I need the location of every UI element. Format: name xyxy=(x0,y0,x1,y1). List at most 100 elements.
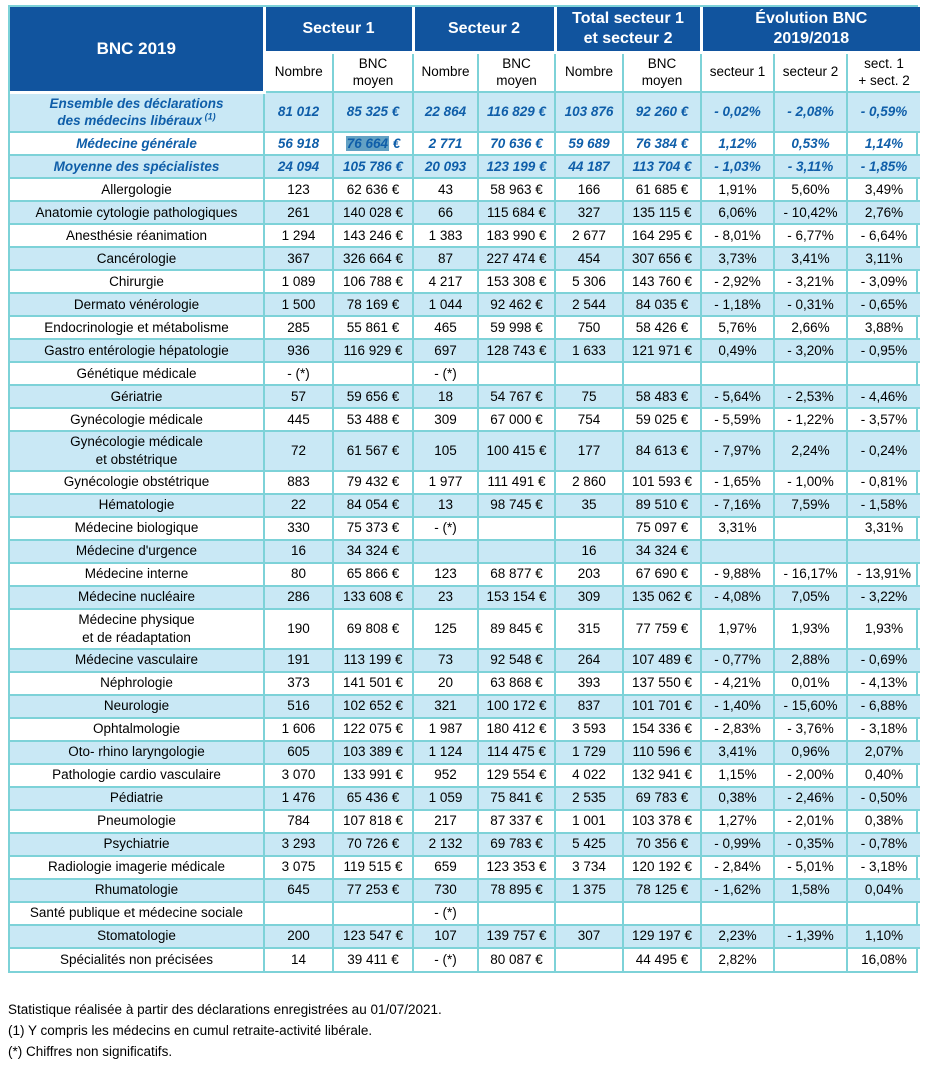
cell: 58 483 € xyxy=(622,384,703,410)
row-label: Gynécologie médicale et obstétrique xyxy=(10,430,265,472)
cell: - 6,88% xyxy=(846,693,921,719)
cell xyxy=(263,900,334,926)
cell xyxy=(554,946,625,971)
cell: 140 028 € xyxy=(331,200,415,226)
cell: 44 187 xyxy=(554,154,625,180)
column-header-total-nombre: Nombre xyxy=(554,50,625,94)
cell: 261 xyxy=(263,200,334,226)
cell: 92 462 € xyxy=(477,292,557,318)
cell xyxy=(846,900,921,926)
cell: 14 xyxy=(263,946,334,971)
column-header-evolution-secteur-2: secteur 2 xyxy=(773,50,849,94)
cell: - 10,42% xyxy=(773,200,849,226)
cell: 110 596 € xyxy=(622,739,703,765)
cell xyxy=(477,361,557,387)
cell: 141 501 € xyxy=(331,670,415,696)
cell: 119 515 € xyxy=(331,854,415,880)
cell: 7,05% xyxy=(773,584,849,610)
cell: 67 690 € xyxy=(622,561,703,587)
cell: 326 664 € xyxy=(331,246,415,272)
cell: 65 866 € xyxy=(331,561,415,587)
cell: 952 xyxy=(412,762,480,788)
cell: 76 664 € xyxy=(331,131,415,157)
cell: 730 xyxy=(412,877,480,903)
cell: 100 172 € xyxy=(477,693,557,719)
cell: 66 xyxy=(412,200,480,226)
column-header-evolution-secteur-1: secteur 1 xyxy=(700,50,776,94)
cell: 1 606 xyxy=(263,716,334,742)
cell: - 3,18% xyxy=(846,716,921,742)
table-row: Allergologie 123 62 636 €43 58 963 €166 61 6… xyxy=(10,177,921,203)
cell: - 3,76% xyxy=(773,716,849,742)
row-label: Chirurgie xyxy=(10,269,265,295)
cell: 1 500 xyxy=(263,292,334,318)
cell: - 7,97% xyxy=(700,430,776,472)
cell: - 4,21% xyxy=(700,670,776,696)
cell: - 1,58% xyxy=(846,492,921,518)
table-row: Psychiatrie 3 293 70 726 €2 132 69 783 €5 4… xyxy=(10,831,921,857)
table-row: Hématologie 22 84 054 €13 98 745 €35 89 510 … xyxy=(10,492,921,518)
cell: - 6,77% xyxy=(773,223,849,249)
cell: 1 059 xyxy=(412,785,480,811)
cell: 75 841 € xyxy=(477,785,557,811)
cell: - 0,02% xyxy=(700,91,776,134)
cell: 122 075 € xyxy=(331,716,415,742)
cell: 80 087 € xyxy=(477,946,557,971)
cell: 837 xyxy=(554,693,625,719)
cell: 111 491 € xyxy=(477,469,557,495)
table-row: Gériatrie 57 59 656 €18 54 767 €75 58 483 € -… xyxy=(10,384,921,410)
cell: - 15,60% xyxy=(773,693,849,719)
table-row: Cancérologie 367 326 664 €87 227 474 €454 30… xyxy=(10,246,921,272)
cell: 697 xyxy=(412,338,480,364)
cell: 1 001 xyxy=(554,808,625,834)
cell: - 2,83% xyxy=(700,716,776,742)
cell: - (*) xyxy=(412,361,480,387)
cell: 177 xyxy=(554,430,625,472)
cell: 217 xyxy=(412,808,480,834)
cell: 35 xyxy=(554,492,625,518)
cell: - 0,65% xyxy=(846,292,921,318)
cell: 1 977 xyxy=(412,469,480,495)
cell: 659 xyxy=(412,854,480,880)
cell: 78 125 € xyxy=(622,877,703,903)
cell: 87 337 € xyxy=(477,808,557,834)
cell: 2,82% xyxy=(700,946,776,971)
cell: 107 489 € xyxy=(622,647,703,673)
cell xyxy=(412,538,480,564)
row-label: Radiologie imagerie médicale xyxy=(10,854,265,880)
row-label: Oto- rhino laryngologie xyxy=(10,739,265,765)
cell: 1 089 xyxy=(263,269,334,295)
cell: 0,38% xyxy=(700,785,776,811)
cell: 373 xyxy=(263,670,334,696)
cell: 107 xyxy=(412,923,480,949)
cell xyxy=(773,515,849,541)
row-label: Pathologie cardio vasculaire xyxy=(10,762,265,788)
cell: 55 861 € xyxy=(331,315,415,341)
cell xyxy=(700,361,776,387)
cell: 0,96% xyxy=(773,739,849,765)
cell: 133 608 € xyxy=(331,584,415,610)
cell: - 13,91% xyxy=(846,561,921,587)
cell: 750 xyxy=(554,315,625,341)
cell: 16,08% xyxy=(846,946,921,971)
cell: 65 436 € xyxy=(331,785,415,811)
cell: 87 xyxy=(412,246,480,272)
row-label: Médecine nucléaire xyxy=(10,584,265,610)
cell: 20 xyxy=(412,670,480,696)
cell xyxy=(773,361,849,387)
cell: 183 990 € xyxy=(477,223,557,249)
cell xyxy=(773,900,849,926)
cell: 85 325 € xyxy=(331,91,415,134)
cell: - 4,46% xyxy=(846,384,921,410)
cell: - 3,21% xyxy=(773,269,849,295)
cell: 103 378 € xyxy=(622,808,703,834)
table-row: Rhumatologie 645 77 253 €730 78 895 €1 375 7… xyxy=(10,877,921,903)
cell: 18 xyxy=(412,384,480,410)
table-row: Santé publique et médecine sociale - (*) xyxy=(10,900,921,926)
cell: 4 217 xyxy=(412,269,480,295)
table-row: Endocrinologie et métabolisme 285 55 861 €… xyxy=(10,315,921,341)
cell: 166 xyxy=(554,177,625,203)
cell: - 7,16% xyxy=(700,492,776,518)
cell: 2,66% xyxy=(773,315,849,341)
row-label: Psychiatrie xyxy=(10,831,265,857)
